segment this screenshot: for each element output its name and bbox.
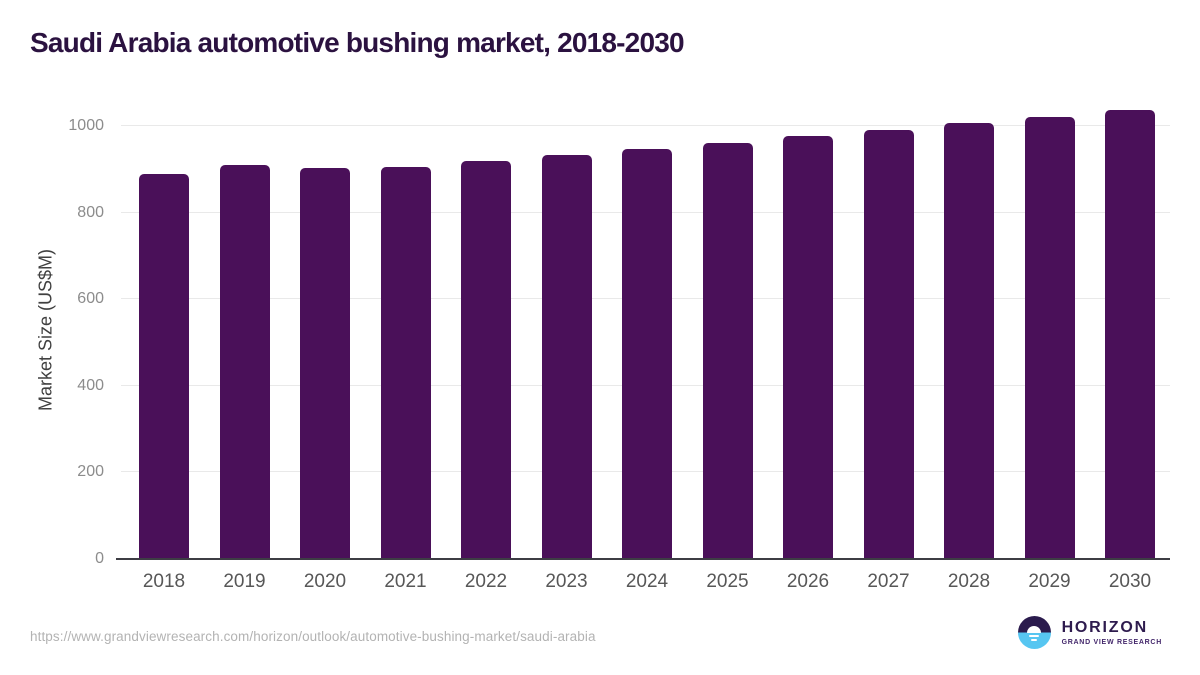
- x-tick-label-2025: 2025: [706, 571, 749, 592]
- x-tick-label-2028: 2028: [947, 571, 991, 592]
- bar-chart-plot-area: 2018 2019 2020 2021 2022 2023 2024 2025 2026 2027…: [116, 100, 1170, 592]
- bar-column-2019: 2019: [219, 100, 270, 592]
- horizon-logo[interactable]: HORIZON GRAND VIEW RESEARCH: [1017, 616, 1162, 649]
- x-tick-label-2019: 2019: [223, 571, 266, 592]
- bar-column-2030: 2030: [1105, 100, 1155, 592]
- x-tick-label-2020: 2020: [303, 571, 347, 592]
- x-tick-label-2023: 2023: [545, 571, 588, 592]
- page-title: Saudi Arabia automotive bushing market, …: [30, 27, 685, 58]
- y-tick-label-200: 200: [77, 463, 104, 481]
- bar-2027[interactable]: [863, 130, 914, 559]
- x-tick-label-2029: 2029: [1028, 571, 1071, 592]
- bar-column-2020: 2020: [300, 100, 350, 592]
- bar-2023[interactable]: [541, 154, 592, 559]
- sun-reflection-line: [1029, 634, 1040, 637]
- bar-column-2026: 2026: [783, 100, 833, 592]
- y-tick-label-0: 0: [95, 550, 104, 567]
- bar-column-2028: 2028: [944, 100, 994, 592]
- bar-series: 2018 2019 2020 2021 2022 2023 2024 2025 2026 2027…: [118, 100, 1170, 592]
- x-tick-label-2026: 2026: [786, 571, 830, 592]
- bar-2022[interactable]: [461, 160, 511, 559]
- source-url[interactable]: https://www.grandviewresearch.com/horizo…: [30, 629, 596, 644]
- x-tick-label-2024: 2024: [625, 571, 669, 592]
- bar-2030[interactable]: [1105, 109, 1155, 559]
- bar-2018[interactable]: [139, 173, 189, 559]
- bar-2025[interactable]: [702, 142, 753, 559]
- logo-text: HORIZON GRAND VIEW RESEARCH: [1062, 619, 1162, 646]
- bar-column-2029: 2029: [1024, 100, 1075, 592]
- bar-column-2024: 2024: [622, 100, 672, 592]
- bar-column-2021: 2021: [380, 100, 431, 592]
- logo-brand-name: HORIZON: [1061, 619, 1148, 637]
- gridline-1000: [121, 125, 1170, 126]
- x-axis-line: [116, 558, 1170, 560]
- x-tick-label-2018: 2018: [142, 571, 186, 592]
- sun-reflection-line: [1031, 638, 1038, 641]
- x-tick-label-2030: 2030: [1108, 571, 1152, 592]
- horizon-sun-icon: [1017, 616, 1051, 649]
- bar-2020[interactable]: [300, 168, 350, 559]
- bar-2028[interactable]: [944, 123, 994, 559]
- sun-glyph: [1027, 625, 1042, 633]
- y-tick-label-1000: 1000: [68, 117, 104, 134]
- bar-column-2018: 2018: [139, 100, 189, 592]
- x-tick-label-2022: 2022: [464, 571, 508, 592]
- bar-2024[interactable]: [622, 148, 672, 559]
- logo-brand-subtitle: GRAND VIEW RESEARCH: [1061, 638, 1162, 646]
- y-axis-tick-labels: 0 200 400 600 800 1000: [0, 100, 104, 567]
- bar-column-2025: 2025: [702, 100, 753, 592]
- bar-2021[interactable]: [380, 166, 431, 559]
- bar-2019[interactable]: [219, 164, 270, 559]
- x-tick-label-2021: 2021: [384, 571, 427, 592]
- bar-2029[interactable]: [1024, 117, 1075, 559]
- y-tick-label-800: 800: [77, 203, 104, 221]
- x-tick-label-2027: 2027: [867, 571, 910, 592]
- y-tick-label-400: 400: [77, 376, 104, 394]
- y-tick-label-600: 600: [77, 290, 104, 308]
- bar-2026[interactable]: [783, 136, 833, 559]
- bar-column-2022: 2022: [461, 100, 511, 592]
- bar-column-2027: 2027: [863, 100, 914, 592]
- bar-column-2023: 2023: [541, 100, 592, 592]
